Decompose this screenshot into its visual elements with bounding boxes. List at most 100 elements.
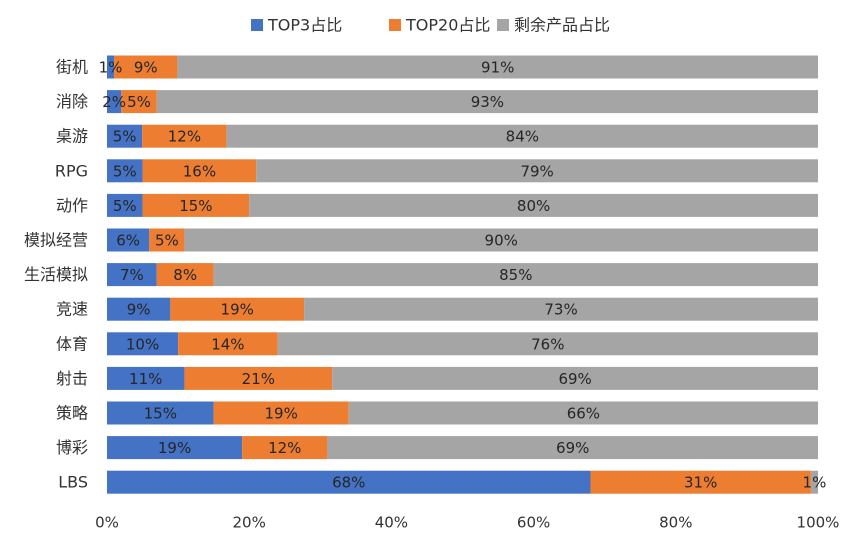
bar-segment <box>213 401 349 425</box>
y-tick-label: 策略 <box>56 404 88 423</box>
data-label: 19% <box>158 439 191 457</box>
bar-segment <box>590 470 811 494</box>
data-label: 15% <box>144 405 177 423</box>
data-label: 68% <box>332 474 365 492</box>
bar-segment <box>107 228 150 252</box>
y-tick-label: 博彩 <box>56 438 88 457</box>
data-label: 31% <box>684 474 717 492</box>
bar-segment <box>177 55 818 79</box>
legend-swatch <box>251 19 263 31</box>
data-label: 9% <box>134 59 158 77</box>
bar-segment <box>184 228 818 252</box>
y-tick-label: RPG <box>55 161 88 180</box>
data-label: 5% <box>113 197 137 215</box>
bar-segment <box>277 332 818 356</box>
bar-segment <box>332 366 818 390</box>
data-label: 5% <box>127 93 151 111</box>
data-label: 19% <box>221 301 254 319</box>
bar-segment <box>256 159 818 183</box>
bar-segment <box>156 90 818 114</box>
bar-segment <box>304 297 819 321</box>
bar-segment <box>142 193 250 217</box>
data-label: 21% <box>242 370 275 388</box>
data-label: 11% <box>129 370 162 388</box>
x-tick-label: 0% <box>95 514 119 532</box>
bar-segment <box>107 159 143 183</box>
y-tick-label: 桌游 <box>56 127 88 146</box>
bar-segment <box>242 436 328 460</box>
x-tick-label: 40% <box>375 514 408 532</box>
data-label: 14% <box>211 335 244 353</box>
legend-label: 剩余产品占比 <box>514 16 610 35</box>
bar-segment <box>107 90 122 114</box>
bar-segment <box>348 401 818 425</box>
bar-segment <box>114 55 178 79</box>
bar-segment <box>121 90 157 114</box>
data-label: 6% <box>116 232 140 250</box>
bar-segment <box>226 124 818 148</box>
y-tick-label: 射击 <box>56 369 88 388</box>
y-tick-label: 动作 <box>56 196 88 215</box>
bar-segment <box>142 124 227 148</box>
data-label: 66% <box>567 405 600 423</box>
data-label: 8% <box>173 266 197 284</box>
bar-segment <box>213 263 818 287</box>
x-tick-label: 20% <box>233 514 266 532</box>
data-label: 5% <box>113 128 137 146</box>
y-tick-label: 模拟经营 <box>24 231 88 250</box>
data-label: 69% <box>556 439 589 457</box>
bar-segment <box>107 263 157 287</box>
data-label: 16% <box>183 162 216 180</box>
bar-segment <box>107 297 171 321</box>
y-tick-label: LBS <box>58 473 88 492</box>
legend-swatch <box>497 19 509 31</box>
y-tick-label: 生活模拟 <box>24 265 88 284</box>
data-label: 1% <box>803 474 827 492</box>
data-label: 2% <box>102 93 126 111</box>
x-tick-label: 100% <box>797 514 840 532</box>
data-label: 76% <box>531 335 564 353</box>
bar-segment <box>107 193 143 217</box>
bar-segment <box>107 470 591 494</box>
data-label: 85% <box>499 266 532 284</box>
x-tick-label: 60% <box>517 514 550 532</box>
bar-segment <box>156 263 214 287</box>
y-tick-label: 消除 <box>56 92 88 111</box>
data-label: 80% <box>517 197 550 215</box>
data-label: 12% <box>168 128 201 146</box>
legend-label: TOP3占比 <box>267 16 342 35</box>
data-label: 12% <box>268 439 301 457</box>
legend-swatch <box>389 19 401 31</box>
legend-item: TOP20占比 <box>389 16 490 35</box>
legend: TOP3占比 TOP20占比 剩余产品占比 <box>251 16 610 35</box>
bar-segment <box>149 228 185 252</box>
data-label: 73% <box>544 301 577 319</box>
data-label: 15% <box>179 197 212 215</box>
data-label: 69% <box>558 370 591 388</box>
data-label: 10% <box>126 335 159 353</box>
data-label: 79% <box>520 162 553 180</box>
data-label: 90% <box>485 232 518 250</box>
bar-segment <box>170 297 305 321</box>
x-tick-label: 80% <box>659 514 692 532</box>
y-tick-label: 街机 <box>56 58 88 77</box>
bar-segment <box>142 159 257 183</box>
data-labels: 1% 9% 91%2% 5% 93%5% 12% 84%5% 16% 79%5% 15% 80%6%… <box>99 59 827 492</box>
bar-segment <box>184 366 333 390</box>
data-label: 84% <box>506 128 539 146</box>
legend-item: TOP3占比 <box>251 16 342 35</box>
bar-segment <box>107 436 243 460</box>
data-label: 1% <box>99 59 123 77</box>
bar-segment <box>107 401 214 425</box>
data-label: 91% <box>481 59 514 77</box>
data-label: 19% <box>265 405 298 423</box>
legend-item: 剩余产品占比 <box>497 16 610 35</box>
data-label: 5% <box>155 232 179 250</box>
bar-segment <box>107 366 185 390</box>
bar-segment <box>327 436 818 460</box>
bar-segment <box>810 470 818 494</box>
bars <box>107 55 819 494</box>
